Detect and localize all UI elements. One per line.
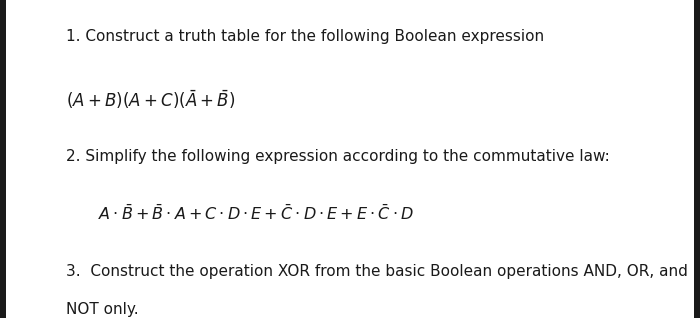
Text: 3.  Construct the operation XOR from the basic Boolean operations AND, OR, and: 3. Construct the operation XOR from the … [66, 264, 688, 279]
Text: $(A + B)(A+C)(\bar{A} + \bar{B})$: $(A + B)(A+C)(\bar{A} + \bar{B})$ [66, 89, 236, 112]
Text: 1. Construct a truth table for the following Boolean expression: 1. Construct a truth table for the follo… [66, 29, 545, 44]
Text: NOT only.: NOT only. [66, 302, 139, 317]
Text: $A \cdot \bar{B} + \bar{B} \cdot A + C \cdot D \cdot E + \bar{C} \cdot D \cdot E: $A \cdot \bar{B} + \bar{B} \cdot A + C \… [98, 204, 414, 223]
Text: 2. Simplify the following expression according to the commutative law:: 2. Simplify the following expression acc… [66, 149, 610, 164]
